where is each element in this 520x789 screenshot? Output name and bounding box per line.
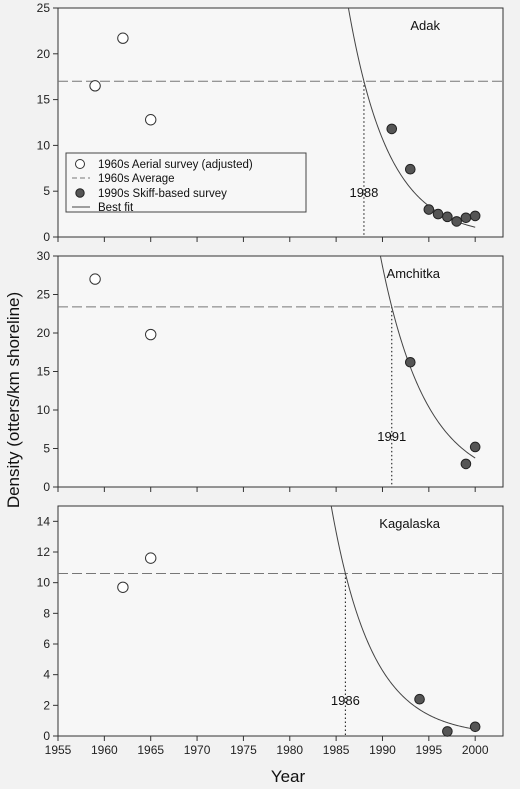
aerial-survey-point	[145, 114, 157, 126]
y-tick-label: 14	[37, 514, 51, 528]
intercept-year-label: 1986	[331, 693, 360, 708]
plot-frame	[57, 255, 504, 488]
skiff-survey-point	[423, 204, 435, 215]
aerial-survey-point	[145, 552, 157, 564]
skiff-survey-point	[451, 216, 462, 227]
legend: 1960s Aerial survey (adjusted) 1960s Aver…	[65, 152, 307, 214]
skiff-survey-point	[404, 163, 416, 175]
skiff-survey-point	[460, 458, 472, 470]
y-tick-label: 30	[37, 249, 51, 263]
x-tick-label: 1960	[91, 743, 118, 757]
legend-label: 1990s Skiff-based survey	[98, 188, 227, 200]
skiff-survey-point	[432, 208, 444, 220]
y-tick-label: 20	[37, 326, 51, 340]
x-tick-label: 1955	[45, 743, 72, 757]
skiff-survey-point	[442, 211, 453, 223]
best-fit-curve	[379, 256, 476, 459]
legend-aerial-marker	[75, 159, 85, 169]
x-axis-title: Year	[271, 767, 306, 786]
y-tick-label: 5	[43, 184, 50, 198]
intercept-year-label: 1988	[349, 185, 378, 200]
y-tick-label: 10	[37, 403, 51, 417]
panel-title: Adak	[410, 18, 440, 33]
panel-kagalaska: 0 2 4 6 8 10 12 14 1955 1960 1965 1970 1975 1980 1985 1…	[37, 505, 504, 757]
legend-skiff-marker	[75, 188, 85, 198]
y-tick-label: 0	[43, 480, 50, 494]
legend-label: 1960s Average	[98, 173, 175, 185]
aerial-survey-point	[145, 328, 157, 341]
legend-box	[65, 152, 307, 213]
x-tick-label: 1970	[184, 743, 211, 757]
y-tick-label: 0	[43, 230, 50, 244]
skiff-survey-point	[469, 441, 481, 453]
plot-frame	[57, 505, 504, 737]
y-tick-label: 4	[43, 668, 50, 682]
y-tick-label: 10	[37, 576, 51, 590]
y-tick-label: 15	[37, 93, 51, 107]
skiff-survey-point	[469, 721, 481, 733]
x-tick-label: 1985	[323, 743, 350, 757]
aerial-survey-point	[117, 581, 129, 593]
best-fit-curve	[330, 506, 476, 730]
skiff-survey-point	[442, 726, 453, 737]
intercept-year-label: 1991	[377, 429, 406, 444]
x-tick-label: 1980	[276, 743, 303, 757]
y-tick-label: 20	[37, 47, 51, 61]
aerial-survey-point	[117, 32, 129, 44]
y-tick-label: 0	[43, 729, 50, 743]
panel-title: Amchitka	[387, 266, 441, 281]
skiff-survey-point	[404, 356, 416, 368]
skiff-survey-point	[460, 212, 472, 224]
legend-label: Best fit	[98, 202, 134, 214]
skiff-survey-point	[469, 210, 481, 222]
panel-amchitka: 0 5 10 15 20 25 30 Amchitka 1991	[37, 249, 504, 494]
x-tick-label: 2000	[462, 743, 489, 757]
x-tick-label: 1975	[230, 743, 257, 757]
y-tick-label: 6	[43, 637, 50, 651]
y-axis-title: Density (otters/km shoreline)	[4, 292, 23, 508]
y-tick-label: 5	[43, 442, 50, 456]
x-tick-label: 1995	[415, 743, 442, 757]
aerial-survey-point	[89, 273, 101, 285]
y-tick-label: 12	[37, 545, 51, 559]
skiff-survey-point	[386, 123, 398, 135]
legend-label: 1960s Aerial survey (adjusted)	[98, 159, 253, 171]
aerial-survey-point	[89, 80, 101, 92]
skiff-survey-point	[414, 693, 425, 705]
y-tick-label: 25	[37, 288, 51, 302]
y-tick-label: 15	[37, 365, 51, 379]
y-tick-label: 25	[37, 1, 51, 15]
x-tick-label: 1965	[137, 743, 164, 757]
y-tick-label: 10	[37, 138, 51, 152]
y-tick-label: 8	[43, 606, 50, 620]
x-tick-label: 1990	[369, 743, 396, 757]
panel-title: Kagalaska	[379, 516, 440, 531]
y-tick-label: 2	[43, 698, 50, 712]
